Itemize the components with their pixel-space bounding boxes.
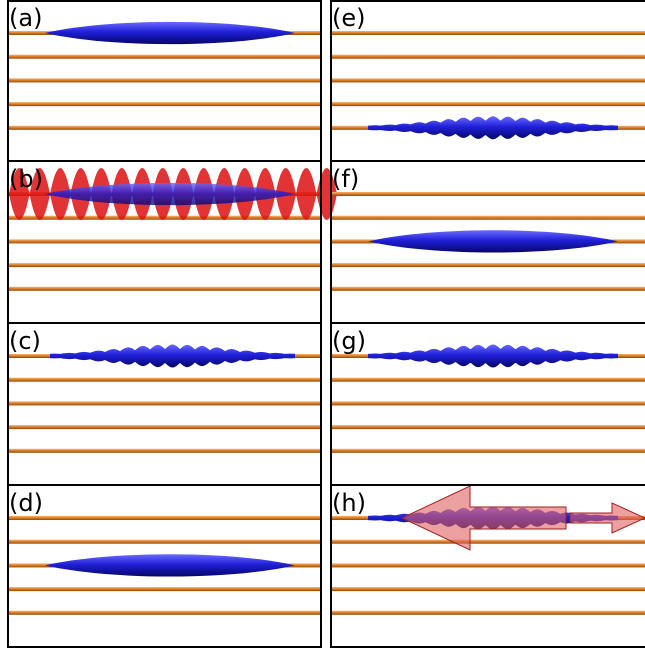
- fiber: [9, 125, 320, 130]
- right-arrow: [569, 502, 645, 534]
- fiber: [332, 263, 645, 268]
- blue-pulse: [45, 21, 295, 45]
- fiber: [332, 610, 645, 615]
- fiber: [9, 263, 320, 268]
- blue-pulse: [368, 344, 618, 368]
- fiber: [9, 377, 320, 382]
- fiber: [9, 286, 320, 291]
- fiber: [332, 563, 645, 568]
- panel-label: (a): [9, 4, 42, 32]
- fiber: [9, 239, 320, 244]
- fiber: [332, 78, 645, 83]
- fiber: [332, 54, 645, 59]
- fiber: [332, 587, 645, 592]
- fiber: [9, 448, 320, 453]
- panel-label: (c): [9, 327, 41, 355]
- fiber: [332, 425, 645, 430]
- blue-pulse: [45, 182, 295, 206]
- fiber: [9, 539, 320, 544]
- panel: (e): [332, 4, 645, 140]
- fiber: [332, 401, 645, 406]
- blue-pulse: [368, 116, 618, 140]
- fiber: [332, 377, 645, 382]
- fiber: [9, 425, 320, 430]
- fiber: [332, 215, 645, 220]
- blue-pulse: [368, 230, 618, 253]
- panel-label: (d): [9, 489, 43, 517]
- panel: (g): [332, 327, 645, 453]
- blue-pulse: [50, 344, 295, 368]
- panel: (c): [9, 327, 320, 453]
- fiber: [9, 587, 320, 592]
- panel-label: (g): [332, 327, 366, 355]
- left-arrow: [400, 485, 567, 551]
- panel: (b): [9, 165, 337, 291]
- fiber: [9, 401, 320, 406]
- blue-pulse: [45, 554, 295, 577]
- panel: (h): [332, 485, 645, 615]
- fiber: [332, 102, 645, 107]
- fiber: [332, 448, 645, 453]
- fiber: [9, 102, 320, 107]
- panel-label: (f): [332, 165, 359, 193]
- fiber: [9, 610, 320, 615]
- fiber: [332, 31, 645, 35]
- fiber: [9, 516, 320, 520]
- fiber: [332, 539, 645, 544]
- panel: (a): [9, 4, 320, 130]
- panel-label: (h): [332, 489, 366, 517]
- panel: (d): [9, 489, 320, 615]
- fiber: [332, 192, 645, 196]
- panel: (f): [332, 165, 645, 291]
- fiber: [332, 286, 645, 291]
- panel-label: (e): [332, 4, 366, 32]
- fiber: [9, 54, 320, 59]
- fiber: [9, 78, 320, 83]
- panel-label: (b): [9, 165, 43, 193]
